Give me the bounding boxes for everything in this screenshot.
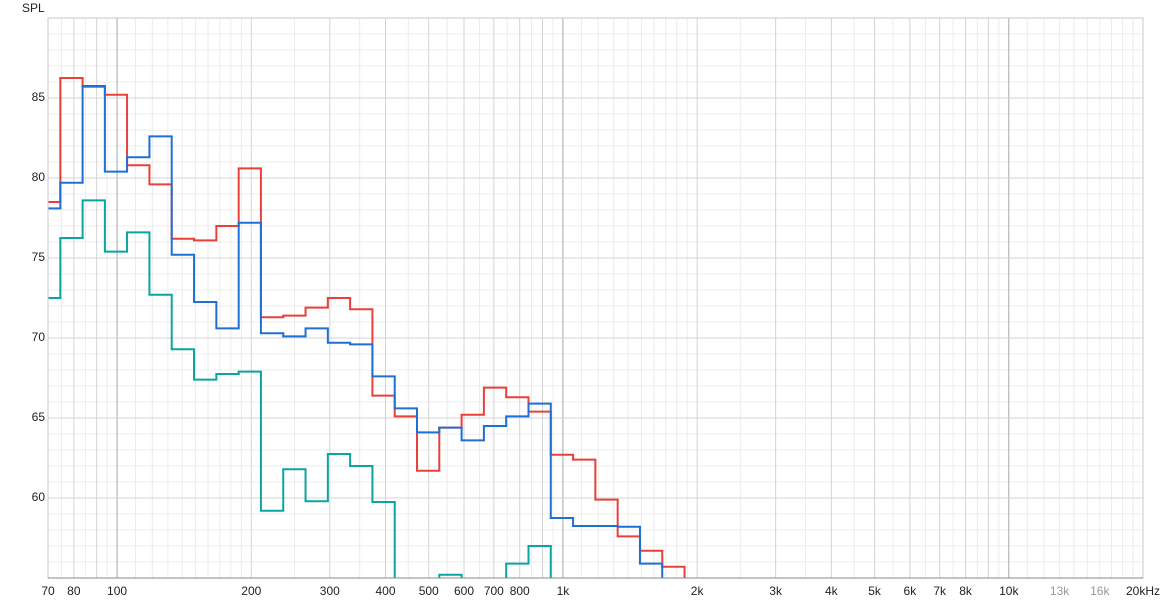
x-tick-label: 20kHz xyxy=(1126,584,1160,598)
y-tick-label: 65 xyxy=(32,410,46,424)
x-tick-label: 13k xyxy=(1050,584,1070,598)
x-tick-label: 5k xyxy=(868,584,882,598)
x-tick-label: 800 xyxy=(510,584,530,598)
x-tick-label: 16k xyxy=(1090,584,1110,598)
y-tick-label: 75 xyxy=(32,250,46,264)
y-axis-label: SPL xyxy=(22,1,45,15)
y-tick-label: 70 xyxy=(32,330,46,344)
x-tick-label: 2k xyxy=(691,584,705,598)
x-tick-label: 700 xyxy=(484,584,504,598)
x-tick-label: 500 xyxy=(419,584,439,598)
x-tick-label: 3k xyxy=(769,584,783,598)
x-tick-label: 8k xyxy=(959,584,973,598)
y-tick-label: 60 xyxy=(32,490,46,504)
x-tick-label: 100 xyxy=(107,584,127,598)
x-tick-label: 10k xyxy=(999,584,1019,598)
x-tick-label: 400 xyxy=(375,584,395,598)
x-tick-label: 80 xyxy=(67,584,81,598)
x-tick-label: 600 xyxy=(454,584,474,598)
x-tick-label: 300 xyxy=(320,584,340,598)
x-tick-label: 4k xyxy=(825,584,839,598)
grid xyxy=(47,17,1144,579)
x-tick-label: 1k xyxy=(557,584,571,598)
x-tick-label: 200 xyxy=(241,584,261,598)
plot-lines xyxy=(48,77,686,578)
x-tick-label: 7k xyxy=(933,584,947,598)
x-tick-label: 6k xyxy=(904,584,918,598)
y-tick-label: 80 xyxy=(32,170,46,184)
y-tick-label: 85 xyxy=(32,90,46,104)
x-tick-label: 70 xyxy=(41,584,55,598)
